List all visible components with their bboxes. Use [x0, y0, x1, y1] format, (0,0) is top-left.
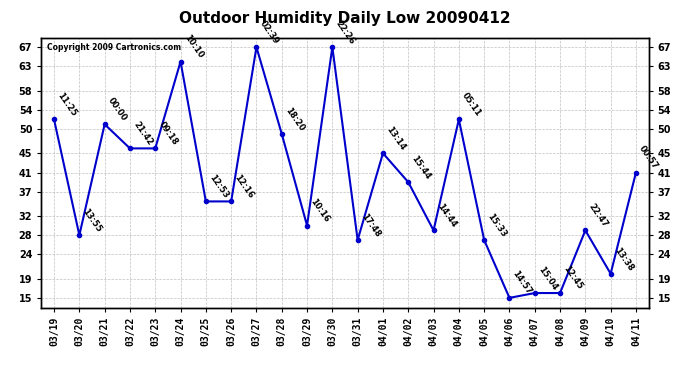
Text: 05:11: 05:11 [460, 91, 483, 118]
Text: 14:44: 14:44 [435, 202, 457, 229]
Text: 00:00: 00:00 [106, 96, 128, 123]
Text: 22:26: 22:26 [334, 19, 357, 46]
Text: 12:16: 12:16 [233, 173, 255, 200]
Text: Outdoor Humidity Daily Low 20090412: Outdoor Humidity Daily Low 20090412 [179, 11, 511, 26]
Text: 12:53: 12:53 [207, 173, 230, 200]
Text: 15:33: 15:33 [486, 211, 508, 238]
Text: 10:16: 10:16 [308, 197, 331, 224]
Text: 02:39: 02:39 [258, 19, 280, 46]
Text: Copyright 2009 Cartronics.com: Copyright 2009 Cartronics.com [48, 43, 181, 52]
Text: 13:14: 13:14 [384, 125, 407, 152]
Text: 13:38: 13:38 [612, 246, 635, 272]
Text: 10:10: 10:10 [182, 33, 204, 60]
Text: 09:18: 09:18 [157, 120, 179, 147]
Text: 22:47: 22:47 [586, 202, 609, 229]
Text: 21:42: 21:42 [131, 120, 154, 147]
Text: 12:45: 12:45 [562, 264, 584, 292]
Text: 14:57: 14:57 [511, 269, 533, 297]
Text: 18:20: 18:20 [283, 106, 306, 132]
Text: 13:55: 13:55 [81, 207, 104, 234]
Text: 00:57: 00:57 [638, 144, 660, 171]
Text: 15:44: 15:44 [410, 154, 433, 181]
Text: 11:25: 11:25 [55, 91, 78, 118]
Text: 15:04: 15:04 [536, 265, 559, 292]
Text: 17:48: 17:48 [359, 211, 382, 238]
